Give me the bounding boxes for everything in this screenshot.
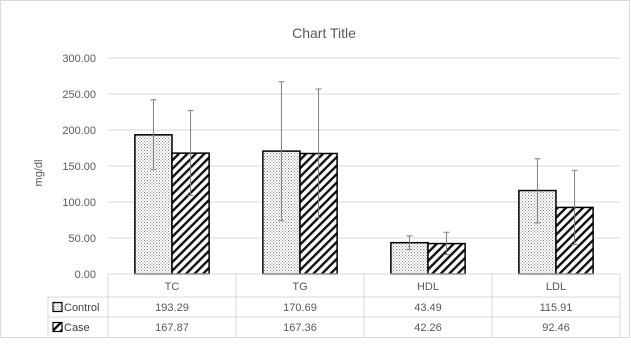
data-label: 167.36: [283, 322, 317, 334]
x-tick-label: LDL: [546, 281, 566, 293]
y-tick-label: 150.00: [62, 161, 96, 173]
y-tick-label: 0.00: [75, 269, 96, 281]
legend-label: Control: [64, 302, 99, 314]
y-tick-label: 250.00: [62, 89, 96, 101]
data-label: 170.69: [283, 302, 317, 314]
data-label: 115.91: [540, 302, 573, 314]
grid: 0.00 50.00 100.00 150.00 200.00 250.00 300.00: [62, 53, 620, 281]
x-tick-label: TG: [292, 281, 307, 293]
data-table: TC TG HDL LDL Control 193.29 170.69 43.49 115.91…: [47, 273, 621, 337]
y-tick-label: 200.00: [62, 125, 96, 137]
data-label: 167.87: [155, 322, 189, 334]
chart-title: Chart Title: [292, 25, 356, 41]
x-tick-label: TC: [165, 281, 180, 293]
legend-key-case: [52, 321, 63, 333]
y-tick-label: 50.00: [68, 233, 96, 245]
legend-key-control: [52, 301, 63, 313]
data-label: 43.49: [414, 302, 442, 314]
legend-label: Case: [64, 322, 90, 334]
data-label: 193.29: [155, 302, 189, 314]
y-tick-label: 300.00: [62, 53, 96, 65]
data-label: 92.46: [542, 322, 570, 334]
y-axis-label: mg/dl: [33, 160, 45, 187]
x-tick-label: HDL: [417, 281, 439, 293]
data-label: 42.26: [414, 322, 442, 334]
error-bars: [150, 81, 578, 256]
y-tick-label: 100.00: [62, 197, 96, 209]
